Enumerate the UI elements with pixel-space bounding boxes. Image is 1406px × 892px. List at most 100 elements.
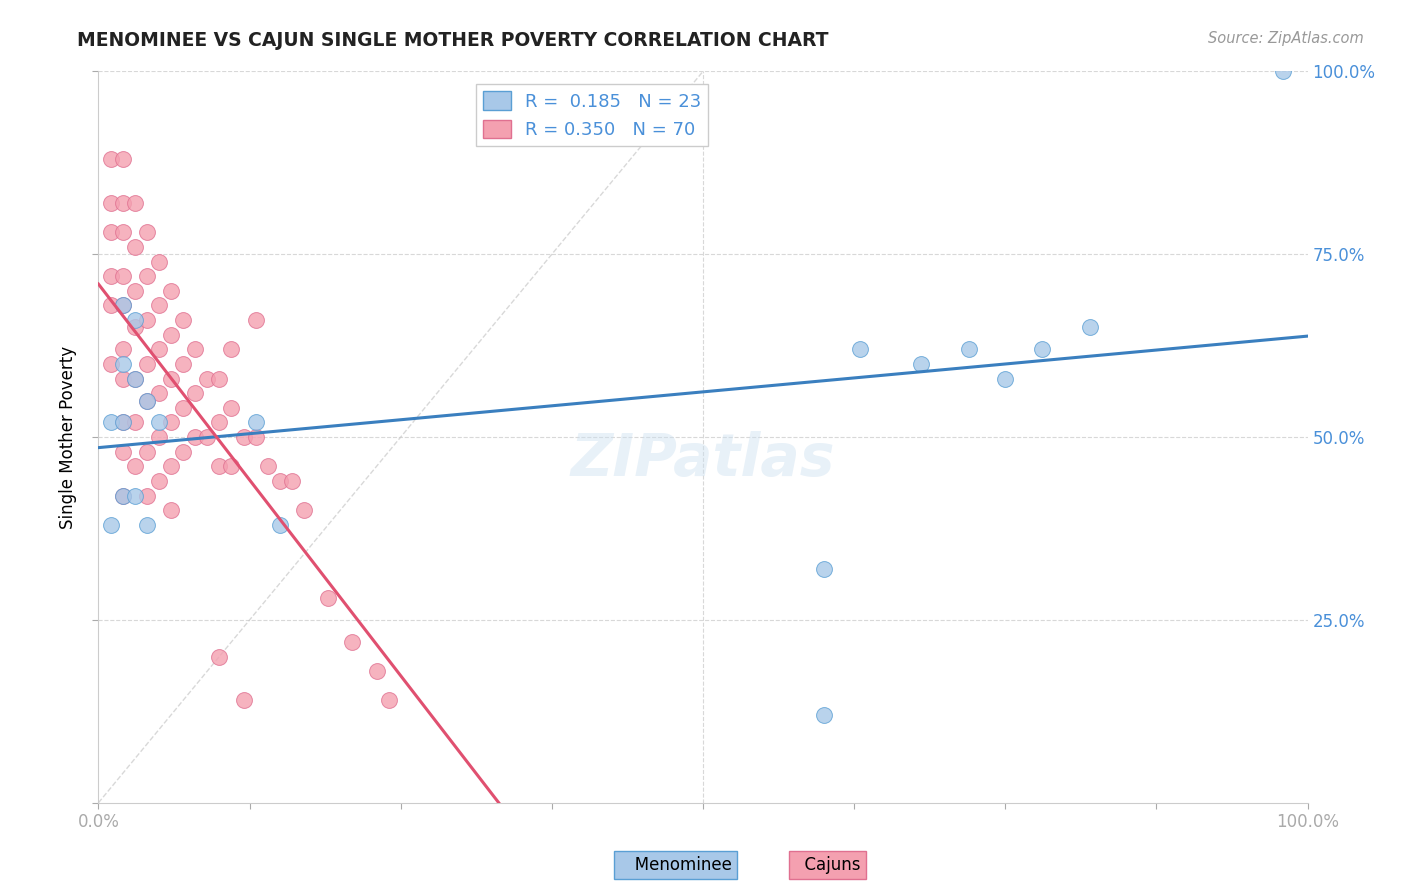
Point bbox=[111, 357, 134, 371]
Point bbox=[160, 503, 183, 517]
Point bbox=[377, 693, 399, 707]
Point bbox=[172, 357, 194, 371]
Point bbox=[160, 327, 183, 342]
Point bbox=[124, 313, 146, 327]
Point bbox=[172, 444, 194, 458]
Point bbox=[957, 343, 980, 357]
Point bbox=[111, 416, 134, 430]
Text: ZIPatlas: ZIPatlas bbox=[571, 431, 835, 488]
Point bbox=[148, 474, 170, 488]
Text: MENOMINEE VS CAJUN SINGLE MOTHER POVERTY CORRELATION CHART: MENOMINEE VS CAJUN SINGLE MOTHER POVERTY… bbox=[77, 31, 828, 50]
Point bbox=[366, 664, 388, 678]
Point bbox=[208, 649, 231, 664]
Point bbox=[111, 489, 134, 503]
Point bbox=[135, 444, 157, 458]
Point bbox=[124, 489, 146, 503]
Point bbox=[135, 225, 157, 239]
Point bbox=[111, 298, 134, 312]
Point bbox=[160, 459, 183, 474]
Y-axis label: Single Mother Poverty: Single Mother Poverty bbox=[59, 345, 77, 529]
Point bbox=[148, 254, 170, 268]
Legend: R =  0.185   N = 23, R = 0.350   N = 70: R = 0.185 N = 23, R = 0.350 N = 70 bbox=[477, 84, 709, 146]
Point bbox=[100, 196, 122, 211]
Point bbox=[100, 225, 122, 239]
Point bbox=[195, 430, 218, 444]
Point bbox=[342, 635, 364, 649]
Point bbox=[1272, 64, 1295, 78]
Point bbox=[245, 430, 267, 444]
Point bbox=[124, 196, 146, 211]
Text: Menominee: Menominee bbox=[619, 856, 731, 874]
Point bbox=[148, 298, 170, 312]
Point bbox=[184, 343, 207, 357]
Point bbox=[111, 444, 134, 458]
Point bbox=[148, 430, 170, 444]
Point bbox=[100, 517, 122, 532]
Point bbox=[245, 313, 267, 327]
Point bbox=[135, 269, 157, 284]
Point bbox=[160, 416, 183, 430]
Point bbox=[232, 430, 254, 444]
Point bbox=[1031, 343, 1053, 357]
Point bbox=[221, 401, 243, 415]
Point bbox=[124, 320, 146, 334]
Point bbox=[184, 386, 207, 401]
Point bbox=[269, 517, 291, 532]
Point bbox=[100, 357, 122, 371]
Point bbox=[281, 474, 304, 488]
Point bbox=[208, 459, 231, 474]
Point bbox=[316, 591, 339, 605]
Point bbox=[994, 371, 1017, 385]
Point bbox=[124, 459, 146, 474]
Point bbox=[910, 357, 932, 371]
Point bbox=[292, 503, 315, 517]
Point bbox=[1078, 320, 1101, 334]
Point bbox=[232, 693, 254, 707]
Point bbox=[148, 416, 170, 430]
Point bbox=[148, 343, 170, 357]
Point bbox=[111, 152, 134, 166]
Point bbox=[111, 196, 134, 211]
Point bbox=[124, 284, 146, 298]
Point bbox=[245, 416, 267, 430]
Point bbox=[100, 269, 122, 284]
Point bbox=[124, 240, 146, 254]
Point bbox=[111, 225, 134, 239]
Point bbox=[124, 371, 146, 385]
Point bbox=[135, 357, 157, 371]
Point bbox=[100, 416, 122, 430]
Point bbox=[221, 343, 243, 357]
Point bbox=[111, 371, 134, 385]
Point bbox=[221, 459, 243, 474]
Point bbox=[172, 401, 194, 415]
Point bbox=[813, 708, 835, 723]
Point bbox=[208, 416, 231, 430]
Point bbox=[172, 313, 194, 327]
Point bbox=[269, 474, 291, 488]
Point bbox=[160, 284, 183, 298]
Point bbox=[160, 371, 183, 385]
Point bbox=[111, 343, 134, 357]
Point bbox=[208, 371, 231, 385]
Point bbox=[100, 298, 122, 312]
Point bbox=[184, 430, 207, 444]
Point bbox=[111, 298, 134, 312]
Point bbox=[256, 459, 278, 474]
Point bbox=[813, 562, 835, 576]
Point bbox=[111, 269, 134, 284]
Point bbox=[124, 416, 146, 430]
Point bbox=[124, 371, 146, 385]
Point bbox=[100, 152, 122, 166]
Point bbox=[849, 343, 872, 357]
Point bbox=[111, 416, 134, 430]
Point bbox=[148, 386, 170, 401]
Text: Cajuns: Cajuns bbox=[794, 856, 860, 874]
Point bbox=[111, 489, 134, 503]
Point bbox=[135, 517, 157, 532]
Point bbox=[135, 393, 157, 408]
Text: Source: ZipAtlas.com: Source: ZipAtlas.com bbox=[1208, 31, 1364, 46]
Point bbox=[195, 371, 218, 385]
Point bbox=[135, 393, 157, 408]
Point bbox=[135, 313, 157, 327]
Point bbox=[135, 489, 157, 503]
